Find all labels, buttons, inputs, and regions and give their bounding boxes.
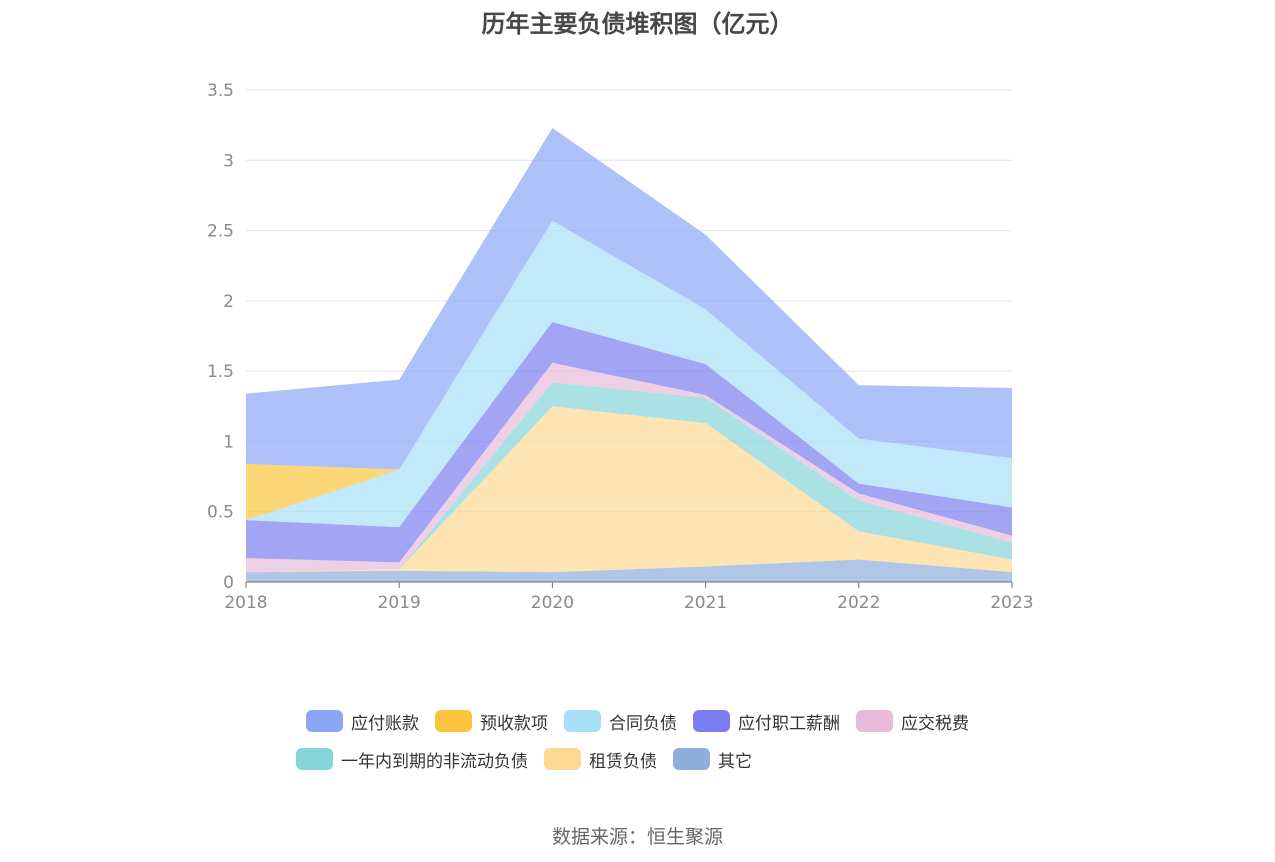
area-应付职工薪酬 [246, 321, 1012, 563]
y-tick-label: 0.5 [207, 503, 234, 523]
legend-label: 预收款项 [480, 713, 548, 734]
legend-label: 合同负债 [609, 713, 677, 734]
area-layers [246, 127, 1012, 582]
legend-item[interactable]: 其它 [673, 746, 752, 772]
legend-swatch [435, 710, 472, 732]
legend: 应付账款 预收款项 合同负债 应付职工薪酬 应交税费 一年内到期的非流动负债 租赁负债 其它 [0, 708, 1275, 784]
x-tick-label: 2022 [837, 593, 880, 613]
legend-row-2: 一年内到期的非流动负债 租赁负债 其它 [0, 746, 1275, 772]
y-tick-label: 1 [223, 432, 234, 452]
x-tick-label: 2021 [684, 593, 727, 613]
y-tick-label: 3 [223, 151, 234, 171]
x-tick-label: 2019 [378, 593, 421, 613]
legend-swatch [296, 748, 333, 770]
y-tick-label: 2 [223, 292, 234, 312]
area-应交税费 [246, 362, 1012, 573]
area-租赁负债 [246, 406, 1012, 573]
legend-swatch [564, 710, 601, 732]
x-tick-label: 2018 [224, 593, 267, 613]
area-其它 [246, 559, 1012, 582]
chart-title: 历年主要负债堆积图（亿元） [481, 10, 794, 38]
legend-label: 租赁负债 [589, 751, 657, 772]
legend-label: 其它 [718, 751, 752, 772]
legend-row-1: 应付账款 预收款项 合同负债 应付职工薪酬 应交税费 [0, 708, 1275, 734]
legend-swatch [306, 710, 343, 732]
legend-item[interactable]: 应付职工薪酬 [693, 708, 840, 734]
legend-label: 应付职工薪酬 [738, 713, 840, 734]
y-tick-label: 2.5 [207, 222, 234, 242]
area-一年内到期的非流动负债 [246, 382, 1012, 573]
legend-label: 应付账款 [351, 713, 419, 734]
legend-item[interactable]: 一年内到期的非流动负债 [296, 746, 528, 772]
legend-swatch [856, 710, 893, 732]
legend-item[interactable]: 应付账款 [306, 708, 419, 734]
legend-swatch [544, 748, 581, 770]
legend-label: 一年内到期的非流动负债 [341, 751, 528, 772]
x-tick-label: 2023 [990, 593, 1033, 613]
legend-item[interactable]: 应交税费 [856, 708, 969, 734]
legend-swatch [673, 748, 710, 770]
y-tick-label: 0 [223, 573, 234, 593]
x-tick-label: 2020 [531, 593, 574, 613]
area-合同负债 [246, 220, 1012, 528]
area-预收款项 [246, 220, 1012, 521]
axes: 0 0.5 1 1.5 2 2.5 3 3.5 2018 2019 2020 2021 2022 2023 [207, 81, 1034, 613]
y-tick-label: 3.5 [207, 81, 234, 101]
legend-label: 应交税费 [901, 713, 969, 734]
legend-item[interactable]: 预收款项 [435, 708, 548, 734]
legend-item[interactable]: 租赁负债 [544, 746, 657, 772]
y-tick-label: 1.5 [207, 362, 234, 382]
legend-item[interactable]: 合同负债 [564, 708, 677, 734]
legend-swatch [693, 710, 730, 732]
data-source: 数据来源：恒生聚源 [551, 826, 723, 848]
area-应付账款 [246, 127, 1012, 470]
